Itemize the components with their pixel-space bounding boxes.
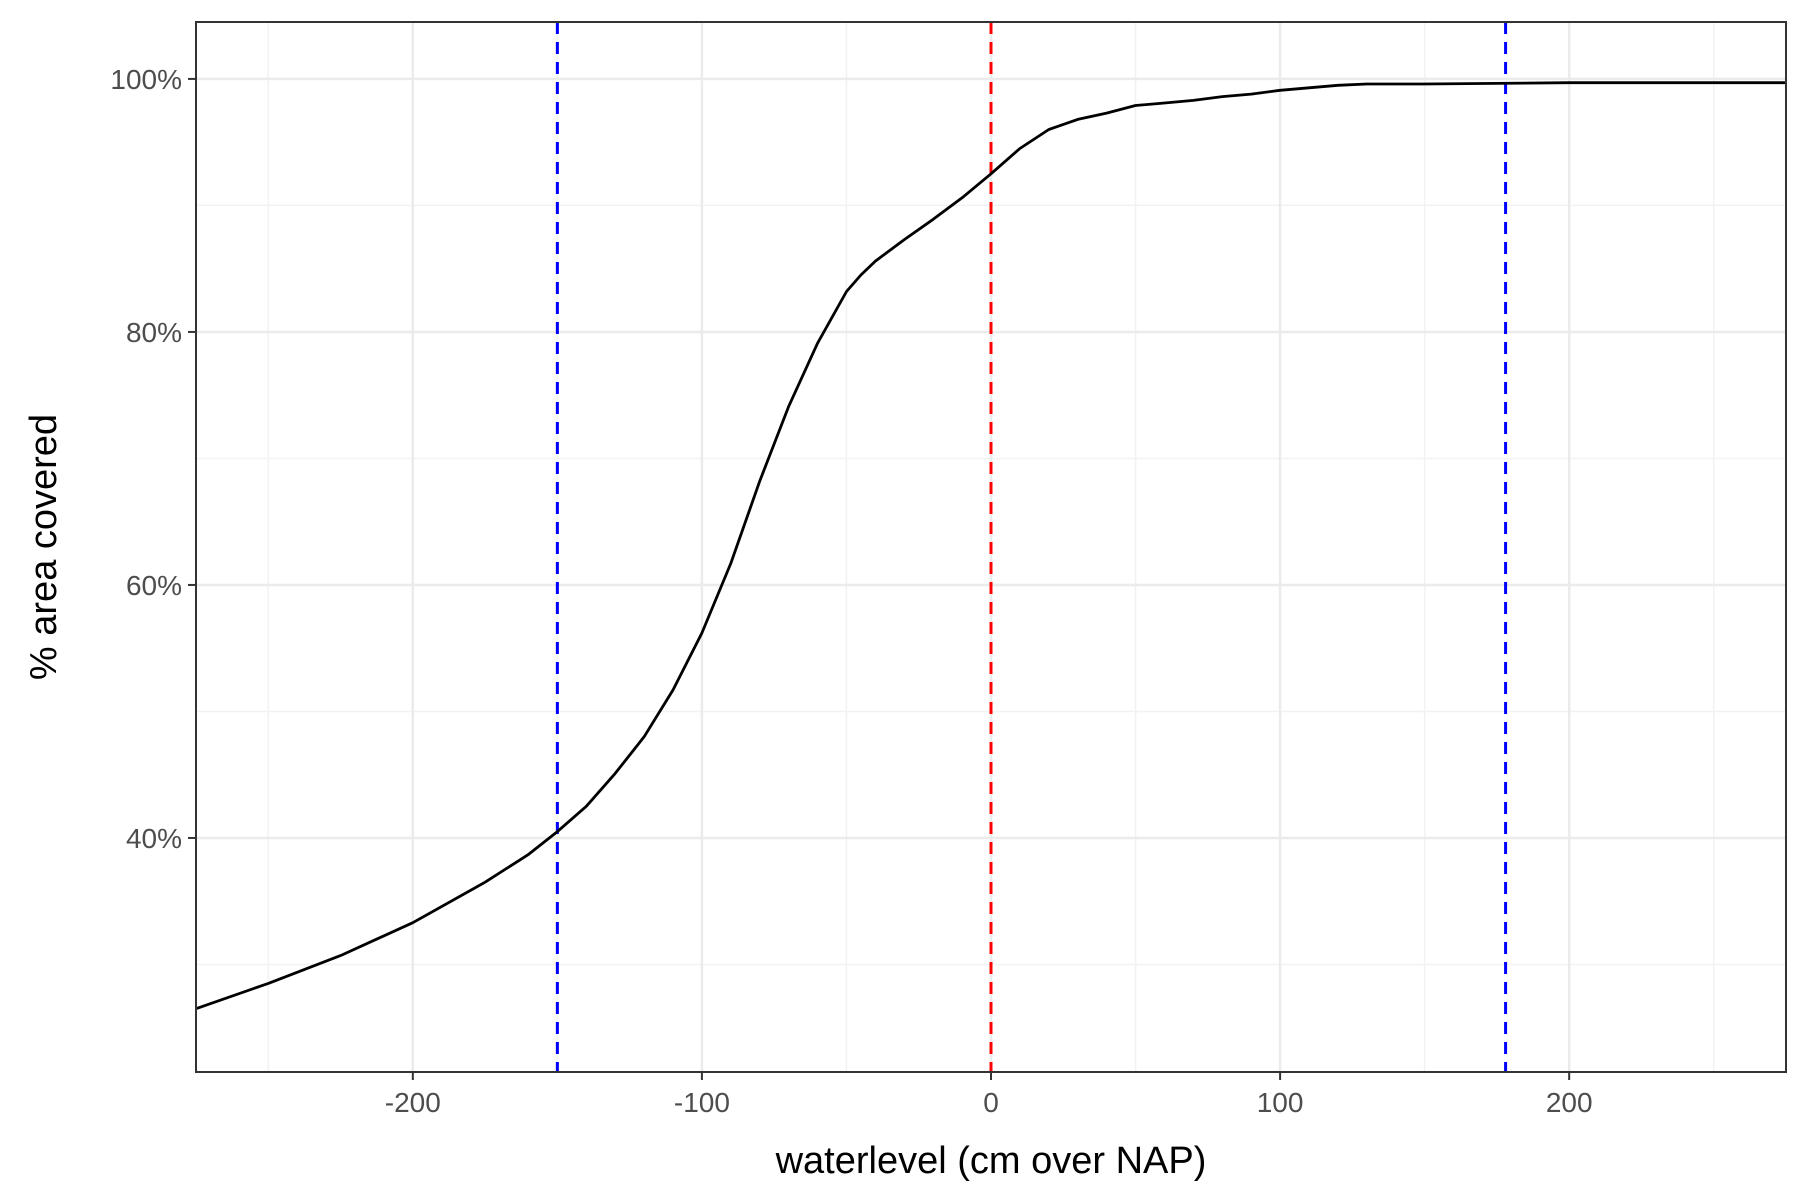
y-tick-label: 100% — [110, 64, 182, 95]
series-line — [195, 81, 1786, 1011]
y-axis: 40% 60% 80% 100% — [110, 64, 196, 854]
x-tick-label: -200 — [385, 1087, 441, 1118]
x-tick-label: -100 — [674, 1087, 730, 1118]
x-axis-title: waterlevel (cm over NAP) — [775, 1140, 1207, 1182]
x-tick-label: 0 — [983, 1087, 999, 1118]
x-axis: -200 -100 0 100 200 — [385, 1072, 1593, 1118]
y-tick-label: 40% — [126, 823, 182, 854]
x-tick-label: 100 — [1257, 1087, 1304, 1118]
data-series — [195, 81, 1786, 1011]
y-tick-label: 80% — [126, 317, 182, 348]
reference-lines — [555, 22, 1508, 1072]
y-axis-title: % area covered — [23, 414, 65, 680]
x-tick-label: 200 — [1546, 1087, 1593, 1118]
y-tick-label: 60% — [126, 570, 182, 601]
